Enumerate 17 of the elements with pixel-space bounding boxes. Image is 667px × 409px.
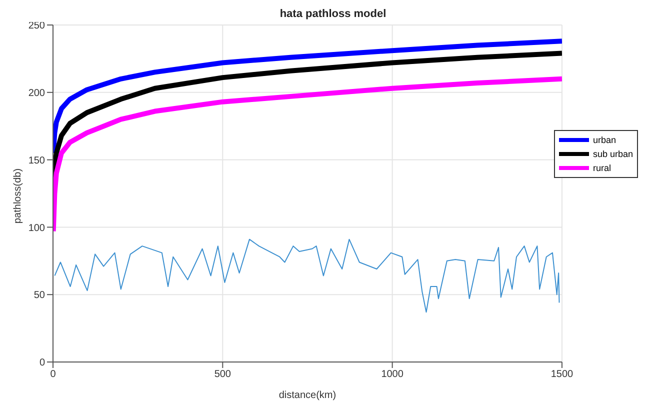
x-axis-title: distance(km)	[278, 390, 336, 401]
y-tick-label: 200	[28, 88, 46, 99]
legend-label: rural	[592, 163, 611, 173]
y-tick-label: 100	[28, 222, 46, 234]
y-tick-label: 50	[34, 290, 46, 302]
legend-label: urban	[592, 135, 616, 145]
legend-label: sub urban	[592, 149, 633, 159]
y-tick-label: 250	[28, 20, 46, 32]
line-series	[54, 238, 560, 313]
x-tick-label: 1000	[381, 369, 404, 380]
y-tick-label: 150	[28, 155, 46, 166]
chart-title: hata pathloss model	[278, 8, 388, 22]
y-tick-label: 0	[39, 358, 46, 369]
x-tick-label: 0	[50, 369, 56, 380]
y-axis-title: pathloss(db)	[12, 168, 24, 224]
x-tick-label: 1500	[550, 369, 574, 380]
x-tick-label: 500	[214, 369, 232, 380]
